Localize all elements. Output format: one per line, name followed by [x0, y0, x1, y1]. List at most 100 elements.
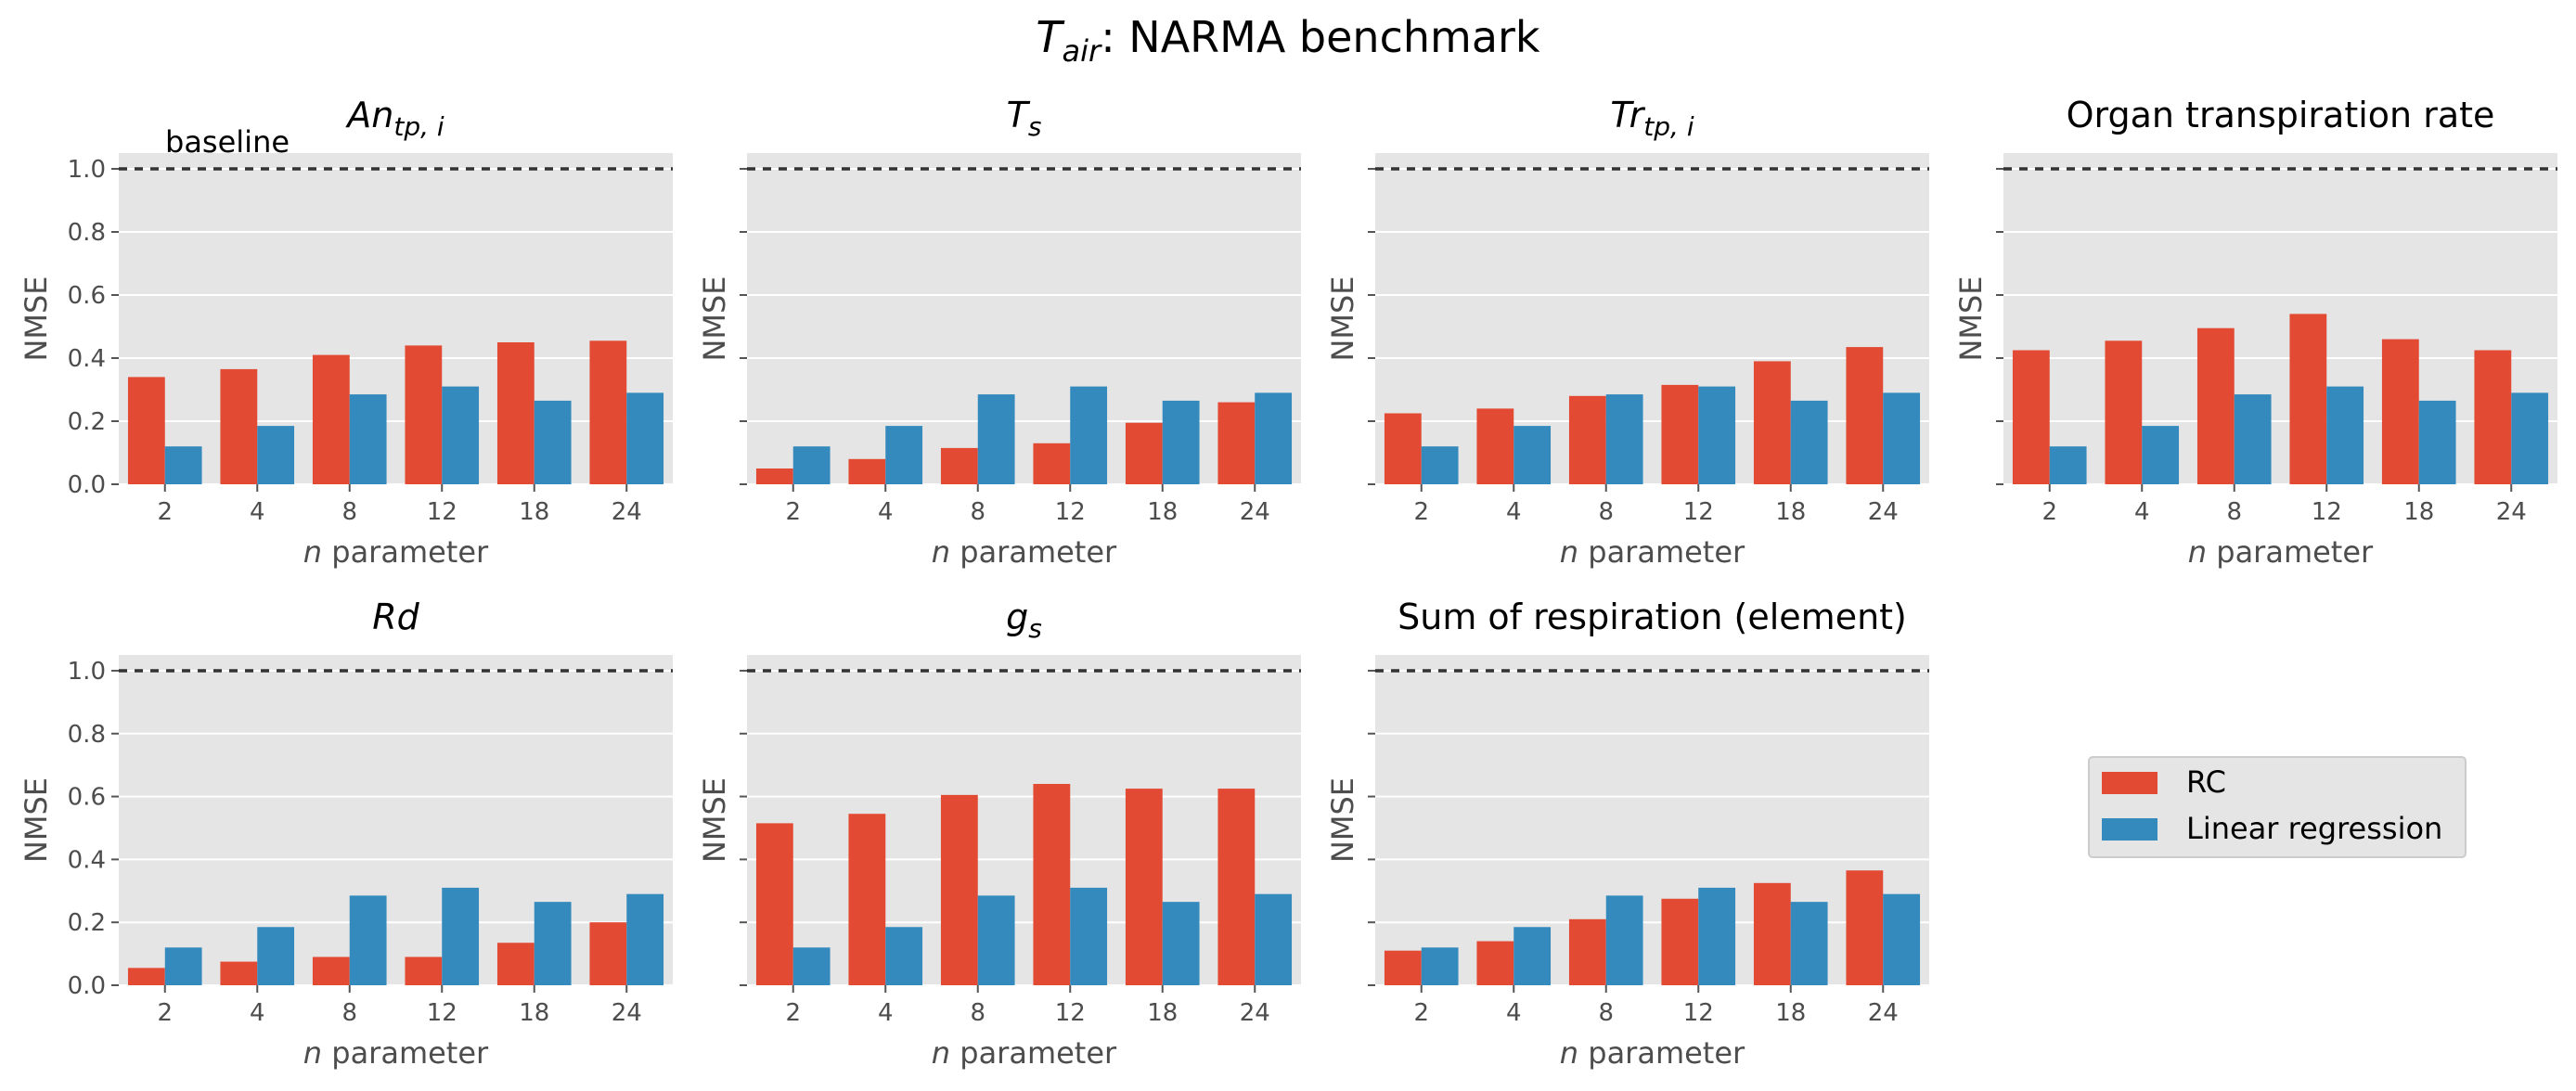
bar-linear-regression — [1790, 902, 1828, 985]
legend-label: Linear regression — [2186, 811, 2442, 846]
bar-rc — [2105, 340, 2143, 484]
y-tick-label: 0.6 — [68, 784, 106, 812]
bar-linear-regression — [1883, 893, 1921, 985]
bar-linear-regression — [2142, 426, 2180, 484]
x-tick-label: 8 — [341, 498, 357, 526]
bar-rc — [1033, 443, 1071, 484]
panel-title-main: T — [1007, 95, 1031, 135]
x-tick-label: 24 — [1240, 999, 1270, 1027]
bar-rc — [589, 922, 627, 985]
plot-area — [1375, 153, 1929, 484]
x-tick-label: 18 — [1147, 498, 1178, 526]
y-tick-label: 0.2 — [68, 909, 106, 937]
bar-rc — [1846, 347, 1884, 484]
x-axis-label-rest: parameter — [950, 534, 1117, 570]
x-axis-label-rest: parameter — [2207, 534, 2374, 570]
panel-title-sub: s — [1028, 111, 1042, 142]
bar-linear-regression — [1790, 400, 1828, 484]
x-axis-label-var: n — [932, 1035, 950, 1071]
bar-linear-regression — [1513, 426, 1552, 484]
x-tick-label: 8 — [1598, 999, 1614, 1027]
bar-rc — [496, 342, 535, 484]
x-axis-label-var: n — [303, 1035, 322, 1071]
x-tick-label: 2 — [1413, 498, 1429, 526]
legend-box — [2088, 756, 2467, 858]
y-tick-label: 0.4 — [68, 846, 106, 874]
bar-linear-regression — [1070, 887, 1108, 985]
x-tick-label: 24 — [2496, 498, 2527, 526]
x-tick-label: 4 — [1506, 498, 1522, 526]
x-tick-label: 4 — [2134, 498, 2150, 526]
x-axis-label-var: n — [2188, 534, 2207, 570]
y-axis-label: NMSE — [1953, 276, 1989, 361]
legend-swatch — [2102, 818, 2157, 841]
bar-linear-regression — [1070, 386, 1108, 484]
bar-linear-regression — [164, 947, 202, 985]
bar-rc — [2012, 350, 2050, 484]
x-axis-label: n parameter — [932, 534, 1117, 570]
x-tick-label: 2 — [157, 999, 173, 1027]
bar-linear-regression — [257, 426, 295, 484]
x-tick-label: 2 — [1413, 999, 1429, 1027]
x-tick-label: 4 — [250, 999, 265, 1027]
panel-title: Sum of respiration (element) — [1397, 597, 1907, 637]
y-tick-label: 0.0 — [68, 972, 106, 1000]
plot-area — [2003, 153, 2557, 484]
figure-title-rest: : NARMA benchmark — [1101, 12, 1540, 62]
bar-linear-regression — [1605, 895, 1643, 985]
x-tick-label: 24 — [612, 999, 642, 1027]
x-tick-label: 4 — [1506, 999, 1522, 1027]
bar-rc — [127, 377, 165, 484]
bar-rc — [312, 956, 350, 985]
x-axis-label-rest: parameter — [322, 534, 489, 570]
x-tick-label: 12 — [427, 999, 457, 1027]
bar-rc — [312, 354, 350, 484]
x-tick-label: 18 — [1147, 999, 1178, 1027]
x-tick-label: 24 — [1868, 498, 1899, 526]
bar-linear-regression — [2326, 386, 2364, 484]
bar-linear-regression — [626, 893, 664, 985]
bar-linear-regression — [1421, 947, 1459, 985]
bar-rc — [2474, 350, 2512, 484]
plot-area — [119, 153, 673, 484]
bar-linear-regression — [534, 902, 572, 985]
panel-title-sub: tp, i — [393, 111, 444, 142]
legend-swatch — [2102, 772, 2157, 794]
legend-label: RC — [2186, 764, 2226, 800]
x-axis-label-var: n — [303, 534, 322, 570]
x-tick-label: 24 — [612, 498, 642, 526]
bar-rc — [1661, 384, 1699, 484]
y-axis-label: NMSE — [1325, 276, 1360, 361]
panel-title: gs — [1006, 597, 1042, 644]
legend: RC Linear regression — [2088, 756, 2467, 858]
bar-linear-regression — [626, 392, 664, 484]
x-axis-label-var: n — [932, 534, 950, 570]
panel-title-main: An — [344, 95, 393, 135]
x-tick-label: 8 — [1598, 498, 1614, 526]
bar-rc — [940, 794, 978, 985]
y-axis-label: NMSE — [19, 777, 54, 863]
bar-linear-regression — [534, 400, 572, 484]
x-axis-label: n parameter — [932, 1035, 1117, 1071]
x-axis-label-var: n — [1560, 534, 1578, 570]
bar-rc — [220, 961, 258, 985]
bar-rc — [940, 447, 978, 484]
bar-rc — [848, 458, 886, 484]
bar-rc — [2196, 327, 2235, 484]
x-tick-label: 2 — [785, 999, 801, 1027]
bar-rc — [2289, 314, 2327, 484]
bar-rc — [755, 468, 793, 484]
y-tick-label: 1.0 — [68, 658, 106, 686]
y-tick-label: 0.8 — [68, 219, 106, 247]
bar-linear-regression — [977, 895, 1015, 985]
bar-linear-regression — [349, 394, 387, 484]
x-axis-label-rest: parameter — [1578, 1035, 1745, 1071]
bar-linear-regression — [1698, 386, 1736, 484]
bar-rc — [1476, 941, 1514, 985]
x-tick-label: 4 — [878, 498, 894, 526]
